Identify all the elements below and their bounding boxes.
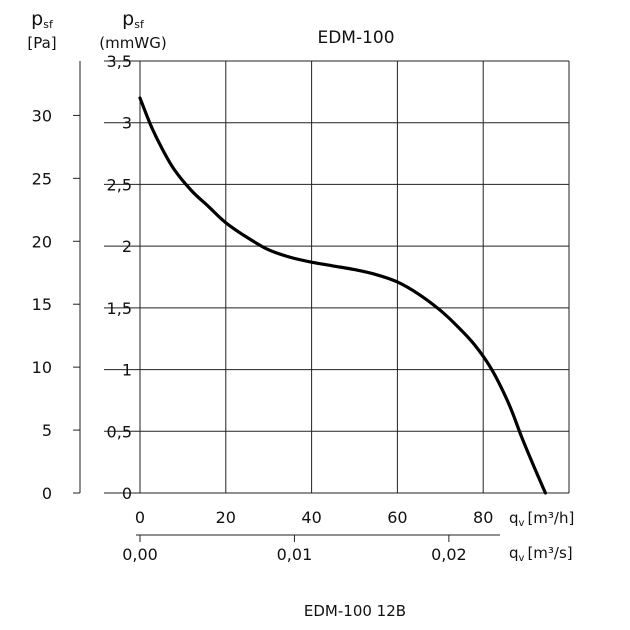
chart-title: EDM-100: [317, 28, 394, 48]
y-mmwg-tick-label: 0,5: [107, 422, 132, 441]
x-m3s-symbol-sub: v: [519, 553, 525, 564]
x-m3h-symbol-letter: q: [509, 509, 519, 527]
y-mmwg-tick-label: 0: [122, 484, 132, 503]
y-mmwg-symbol-sub: sf: [134, 18, 145, 31]
x-m3h-tick-label: 60: [387, 508, 407, 527]
x-m3s-tick-label: 0,00: [122, 545, 158, 564]
chart-caption: EDM-100 12B: [304, 602, 406, 620]
y-mmwg-tick-label: 2: [122, 237, 132, 256]
y-pa-tick-label: 10: [32, 358, 52, 377]
y-mmwg-tick-label: 3,5: [107, 52, 132, 71]
y-pa-tick-label: 5: [42, 421, 52, 440]
y-pa-symbol: psf: [31, 8, 54, 31]
curve: [138, 96, 547, 495]
y-mmwg-symbol-letter: p: [122, 8, 134, 30]
y-pa-unit: [Pa]: [27, 34, 56, 52]
x-m3s-tick-label: 0,01: [277, 545, 313, 564]
x-m3s-label: qv [m³/s]: [509, 544, 573, 564]
x-m3h-tick-label: 40: [301, 508, 321, 527]
x-m3h-tick-label: 20: [216, 508, 236, 527]
x-m3s-symbol-letter: q: [509, 544, 519, 562]
x-m3h-symbol-sub: v: [519, 518, 525, 529]
y-pa-tick-label: 25: [32, 169, 52, 188]
y-mmwg-tick-label: 2,5: [107, 175, 132, 194]
x-m3h-tick-label: 80: [473, 508, 493, 527]
y-mmwg-tick-label: 1: [122, 361, 132, 380]
labels: EDM-100 EDM-100 12B psf [Pa] psf (mmWG) …: [27, 8, 574, 620]
x-m3s-tick-label: 0,02: [431, 545, 467, 564]
fan-curve-line: [138, 96, 547, 495]
y-pa-symbol-letter: p: [31, 8, 43, 30]
x-m3h-label: qv [m³/h]: [509, 509, 574, 529]
x-m3h-unit: [m³/h]: [527, 509, 574, 527]
y-pa-symbol-sub: sf: [43, 18, 54, 31]
y-pa-tick-label: 15: [32, 295, 52, 314]
axes: 0 5 10 15 20 25 30 0 0,5 1 1,5 2 2,5 3 3,5 0 20 40 60 80 0,0…: [32, 52, 500, 564]
y-pa-tick-label: 0: [42, 484, 52, 503]
y-pa-tick-label: 30: [32, 106, 52, 125]
y-pa-tick-label: 20: [32, 232, 52, 251]
y-mmwg-symbol: psf: [122, 8, 145, 31]
y-mmwg-tick-label: 3: [122, 114, 132, 133]
x-m3h-tick-label: 0: [135, 508, 145, 527]
y-mmwg-tick-label: 1,5: [107, 299, 132, 318]
grid: [139, 60, 570, 494]
y-mmwg-unit: (mmWG): [99, 34, 166, 52]
x-m3s-unit: [m³/s]: [527, 544, 572, 562]
